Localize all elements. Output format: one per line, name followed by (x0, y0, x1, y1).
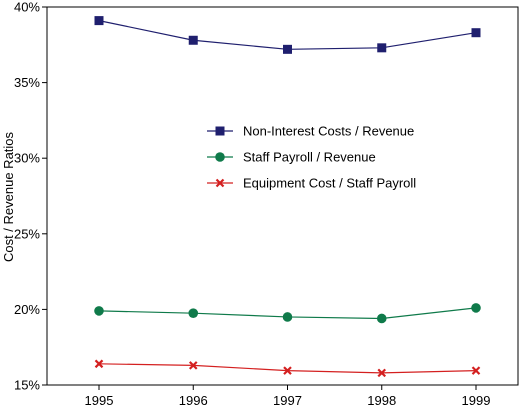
series-1 (94, 16, 481, 54)
x-axis-ticks: 1995 1996 1997 1998 1999 (85, 385, 491, 408)
data-point (471, 28, 481, 38)
marker-x-stroke (471, 366, 481, 375)
legend-label: Equipment Cost / Staff Payroll (243, 176, 416, 191)
data-point (188, 35, 198, 45)
legend-marker (215, 178, 225, 188)
plot-border (46, 6, 519, 386)
series-2 (94, 303, 481, 324)
marker-x-stroke (188, 361, 198, 370)
series-layer (94, 16, 481, 378)
y-axis-ticks: 15% 20% 25% 30% 35% 40% (14, 0, 47, 393)
x-tick-label: 1999 (462, 393, 491, 408)
legend: Non-Interest Costs / Revenue Staff Payrol… (207, 124, 416, 191)
marker-x-stroke (215, 178, 225, 188)
x-tick-label: 1997 (273, 393, 302, 408)
data-point (283, 366, 292, 375)
data-point (283, 44, 292, 54)
legend-marker (215, 152, 225, 162)
legend-item: Non-Interest Costs / Revenue (207, 124, 414, 139)
legend-label: Staff Payroll / Revenue (243, 150, 376, 165)
y-tick-label: 30% (14, 151, 40, 166)
plot-frame (46, 6, 519, 386)
data-point (471, 303, 481, 313)
legend-label: Non-Interest Costs / Revenue (243, 124, 414, 139)
legend-item: Equipment Cost / Staff Payroll (207, 176, 416, 191)
data-point (377, 43, 387, 53)
data-point (94, 359, 104, 369)
x-tick-label: 1996 (179, 393, 208, 408)
x-tick-label: 1998 (367, 393, 396, 408)
marker-x-stroke (377, 368, 387, 378)
data-point (94, 16, 104, 26)
y-tick-label: 25% (14, 226, 40, 241)
series-3 (94, 359, 481, 378)
legend-marker (215, 126, 225, 136)
data-point (188, 361, 198, 370)
y-tick-label: 35% (14, 75, 40, 90)
data-point (377, 368, 387, 378)
y-tick-label: 40% (14, 0, 40, 15)
data-point (188, 308, 199, 318)
y-tick-label: 15% (14, 378, 40, 393)
data-point (94, 306, 104, 316)
data-point (282, 312, 293, 322)
legend-item: Staff Payroll / Revenue (207, 150, 376, 165)
data-point (471, 366, 481, 375)
marker-x-stroke (283, 366, 292, 375)
y-tick-label: 20% (14, 302, 40, 317)
marker-x-stroke (94, 359, 104, 369)
data-point (376, 313, 387, 324)
y-axis-title: Cost / Revenue Ratios (1, 131, 16, 262)
x-tick-label: 1995 (85, 393, 114, 408)
